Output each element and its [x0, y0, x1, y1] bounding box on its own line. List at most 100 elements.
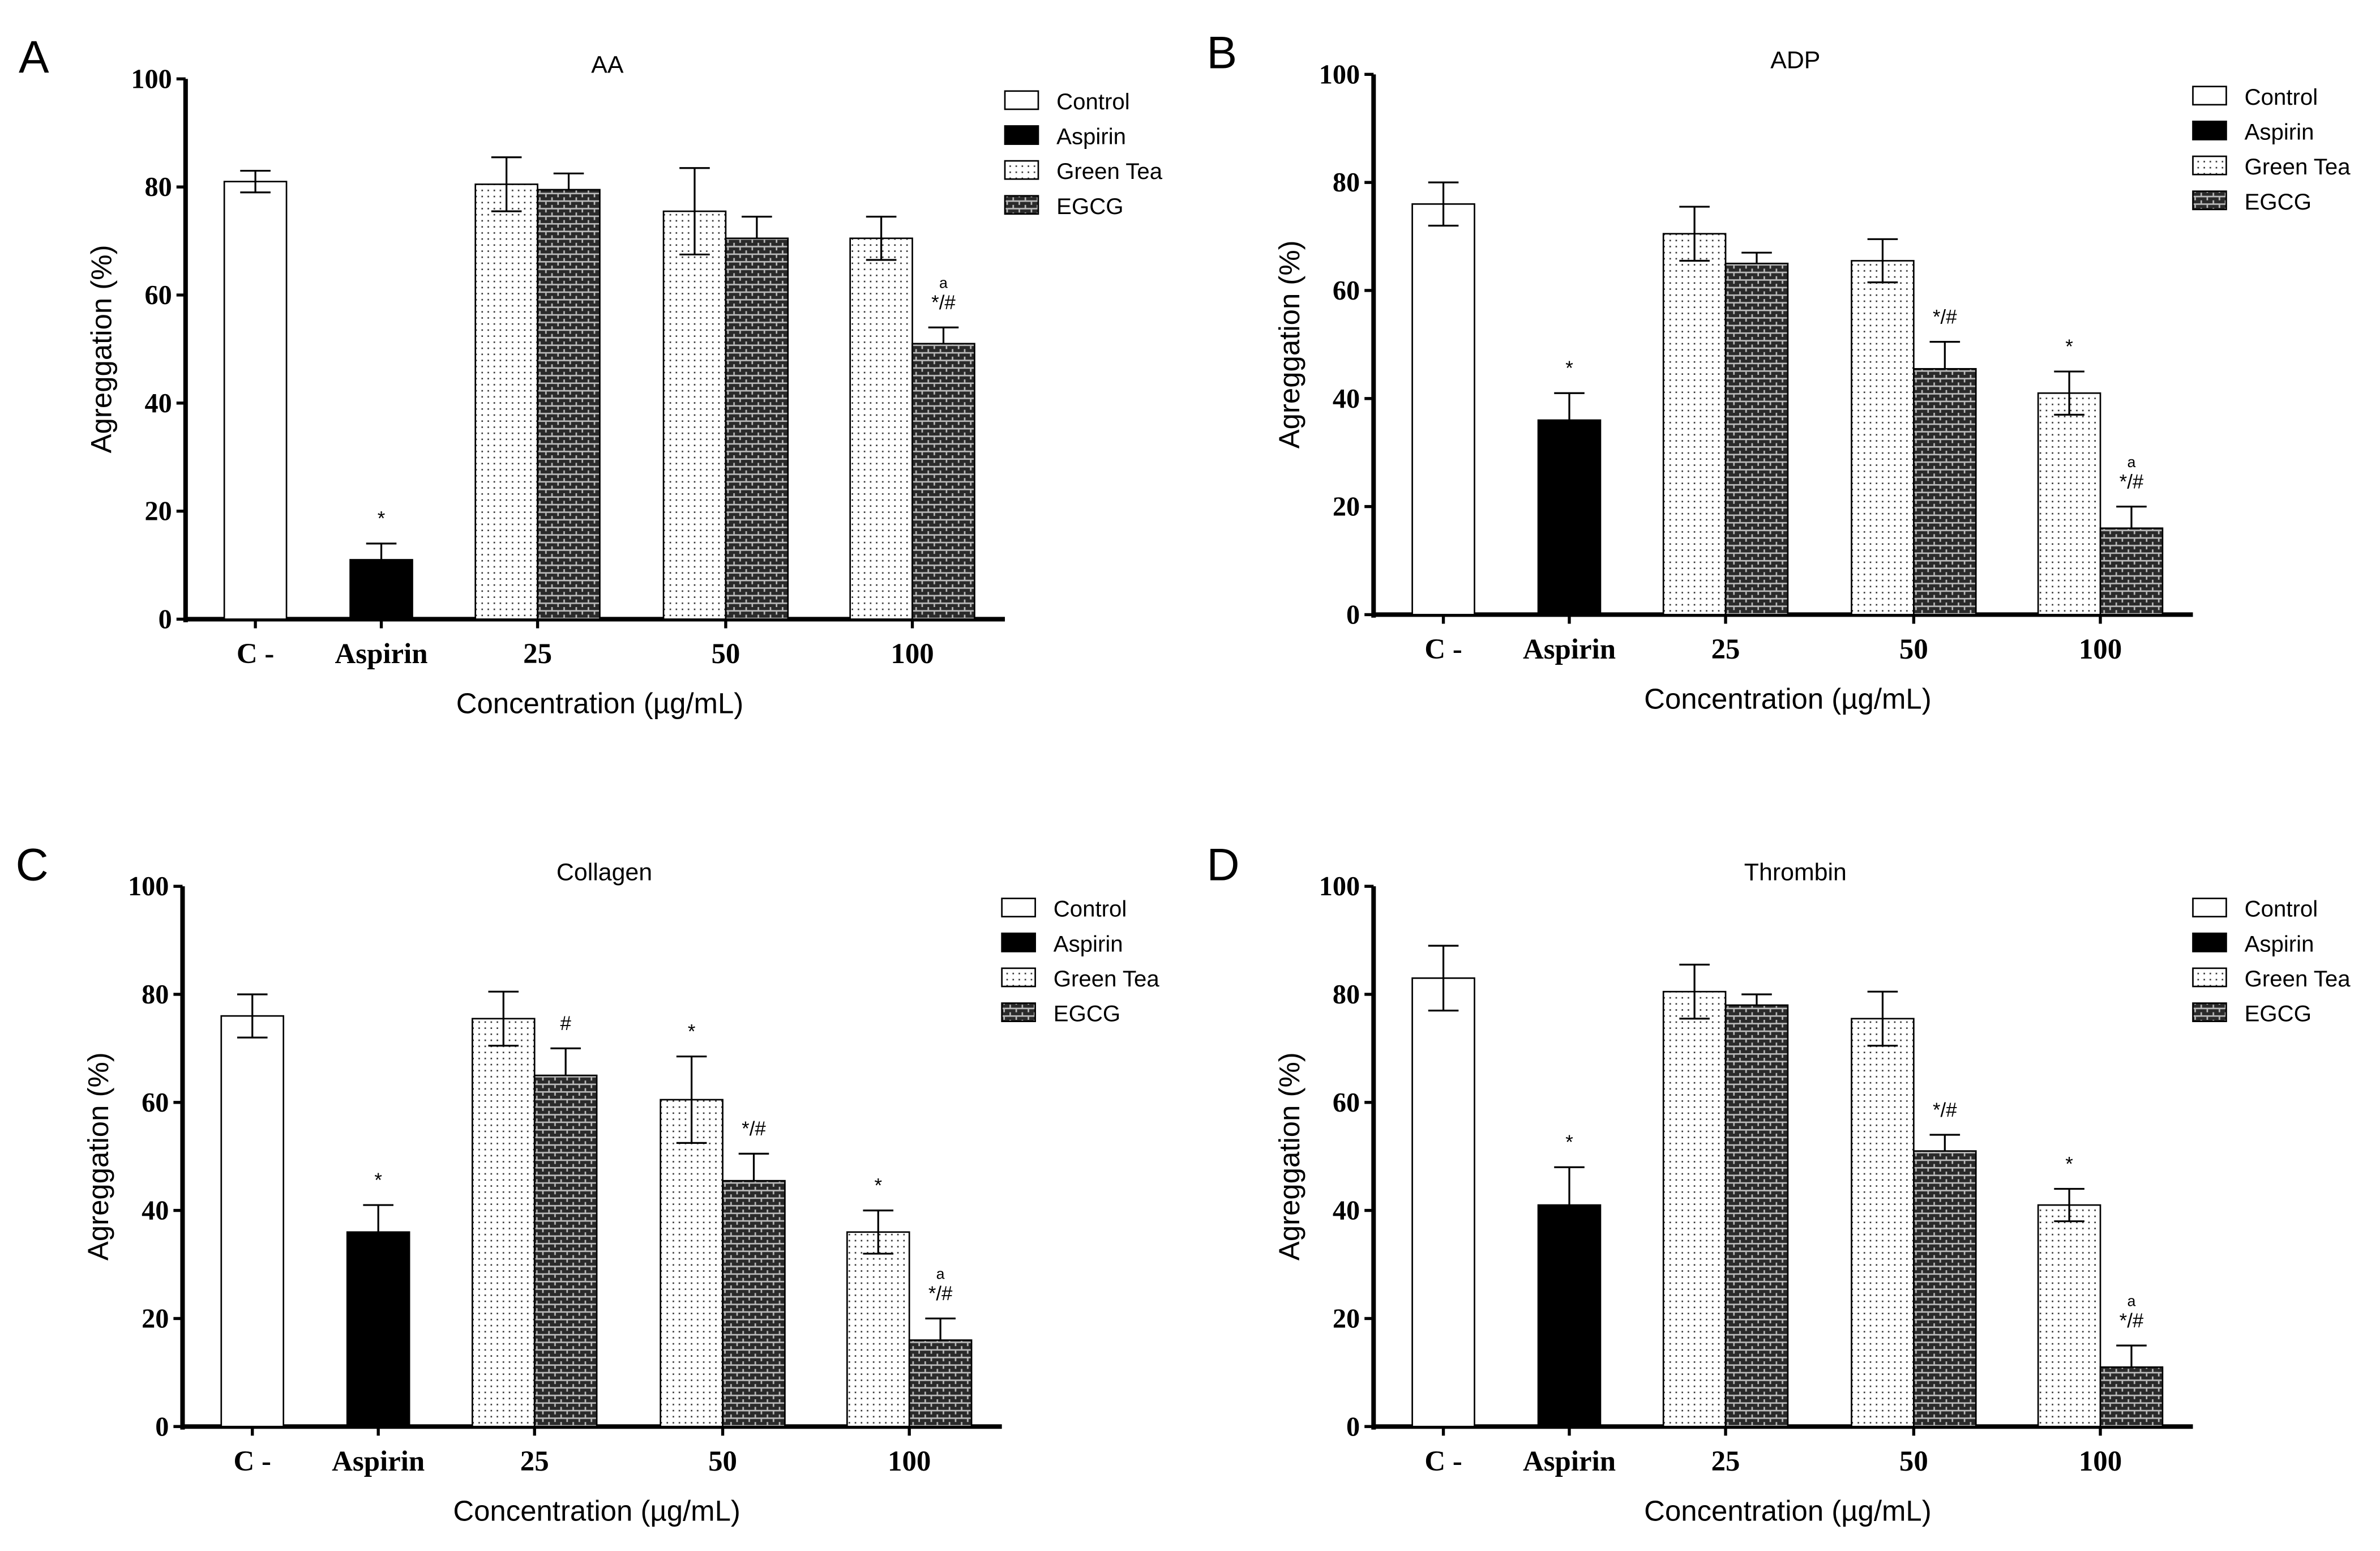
chart-title: ADP — [1770, 47, 1820, 74]
x-tick-label: Aspirin — [335, 638, 427, 670]
bar-aspirin — [1537, 419, 1602, 616]
y-tick-label: 20 — [142, 1304, 169, 1334]
x-axis-label: Concentration (µg/mL) — [453, 1494, 740, 1527]
x-tick-label: 25 — [1711, 634, 1740, 665]
legend-swatch — [2192, 155, 2227, 176]
significance-label: */# — [928, 1283, 953, 1305]
y-tick-label: 40 — [144, 388, 172, 418]
y-tick-label: 20 — [1333, 492, 1360, 522]
bar-green-tea — [474, 183, 538, 620]
significance-label-a: a — [2128, 454, 2136, 471]
significance-label: * — [1565, 357, 1573, 379]
chart-panel-d: D Thrombin 0 20 40 60 80 100 Agreggation (%) C - A… — [1206, 839, 2351, 1527]
legend-swatch — [1004, 90, 1039, 110]
significance-label-a: a — [936, 1266, 945, 1283]
y-tick-label: 80 — [1333, 168, 1360, 198]
bar-egcg — [908, 1339, 973, 1428]
chart-title: AA — [591, 52, 624, 79]
significance-label: */# — [2120, 1310, 2144, 1332]
legend-label: EGCG — [2245, 189, 2311, 215]
bar-green-tea — [846, 1231, 910, 1428]
significance-label: */# — [1933, 306, 1957, 328]
bar-green-tea — [2037, 1204, 2101, 1428]
legend-swatch — [1001, 932, 1036, 952]
significance-label: * — [874, 1174, 882, 1197]
bar-green-tea — [1851, 260, 1915, 616]
legend-swatch — [1004, 195, 1039, 215]
chart-panel-c: C Collagen 0 20 40 60 80 100 Agreggation (%) C - A… — [16, 839, 1160, 1527]
legend-label: Control — [1056, 89, 1130, 114]
x-tick-label: C - — [237, 638, 274, 670]
legend-label: Control — [2245, 896, 2318, 922]
x-tick-label: Aspirin — [1523, 634, 1616, 665]
significance-label: */# — [742, 1118, 766, 1140]
legend-label: Aspirin — [2245, 931, 2314, 956]
y-tick-label: 60 — [1333, 1088, 1360, 1118]
x-axis-label: Concentration (µg/mL) — [1644, 683, 1931, 715]
significance-label: * — [688, 1021, 696, 1043]
x-tick-label: C - — [234, 1446, 271, 1477]
bar-green-tea — [1851, 1018, 1915, 1428]
significance-label-a: a — [2128, 1292, 2136, 1309]
legend-swatch — [1004, 125, 1039, 145]
x-tick-label: 100 — [888, 1446, 931, 1477]
legend-label: Green Tea — [1054, 966, 1160, 992]
bar-green-tea — [1662, 990, 1727, 1428]
y-tick-label: 40 — [1333, 384, 1360, 414]
bar-green-tea — [849, 237, 913, 620]
y-tick-label: 80 — [142, 980, 169, 1010]
x-tick-label: 50 — [1899, 634, 1928, 665]
y-axis-label: Agreggation (%) — [1273, 1052, 1305, 1261]
legend-label: EGCG — [2245, 1001, 2311, 1027]
legend-label: EGCG — [1056, 194, 1123, 219]
y-tick-label: 0 — [1346, 1412, 1360, 1442]
bar-egcg — [533, 1074, 598, 1428]
legend-label: Control — [1054, 896, 1127, 922]
y-tick-label: 40 — [1333, 1196, 1360, 1226]
significance-label: * — [2065, 1153, 2073, 1175]
legend-swatch — [1001, 1002, 1036, 1023]
x-tick-label: 25 — [520, 1446, 549, 1477]
bar-control — [1411, 977, 1475, 1428]
x-axis-label: Concentration (µg/mL) — [1644, 1494, 1931, 1527]
x-tick-label: C - — [1424, 634, 1462, 665]
panel-label: B — [1206, 28, 1237, 79]
x-tick-label: 50 — [708, 1446, 737, 1477]
y-tick-label: 20 — [1333, 1304, 1360, 1334]
y-tick-label: 0 — [155, 1412, 169, 1442]
x-tick-label: Aspirin — [1523, 1446, 1616, 1477]
significance-label: */# — [1933, 1099, 1957, 1121]
x-tick-label: 100 — [2079, 634, 2122, 665]
x-tick-label: 50 — [711, 638, 740, 670]
x-tick-label: 50 — [1899, 1446, 1928, 1477]
significance-label: */# — [2120, 471, 2144, 493]
bar-control — [1411, 203, 1475, 616]
y-tick-label: 100 — [1319, 871, 1360, 901]
legend-swatch — [2192, 898, 2227, 918]
legend-swatch — [2192, 190, 2227, 211]
legend-swatch — [2192, 121, 2227, 140]
bar-green-tea — [660, 1099, 724, 1428]
bar-egcg — [725, 237, 789, 620]
bar-egcg — [537, 189, 601, 620]
y-axis-label: Agreggation (%) — [85, 245, 117, 453]
y-tick-label: 80 — [144, 172, 172, 202]
y-tick-label: 80 — [1333, 980, 1360, 1010]
significance-label: * — [1565, 1131, 1573, 1153]
y-tick-label: 100 — [128, 871, 169, 901]
significance-label: * — [2065, 336, 2073, 358]
chart-panel-b: B ADP 0 20 40 60 80 100 Agreggation (%) C - Aspiri… — [1206, 28, 2351, 715]
legend-label: Aspirin — [2245, 119, 2314, 145]
y-tick-label: 20 — [144, 497, 172, 527]
legend-swatch — [1001, 898, 1036, 918]
bar-egcg — [1913, 368, 1977, 616]
legend-swatch — [2192, 86, 2227, 106]
panel-label: C — [16, 839, 49, 890]
bar-aspirin — [349, 559, 413, 620]
bar-green-tea — [662, 210, 727, 620]
bar-egcg — [1724, 262, 1789, 616]
y-tick-label: 100 — [1319, 59, 1360, 89]
bar-egcg — [1913, 1150, 1977, 1428]
